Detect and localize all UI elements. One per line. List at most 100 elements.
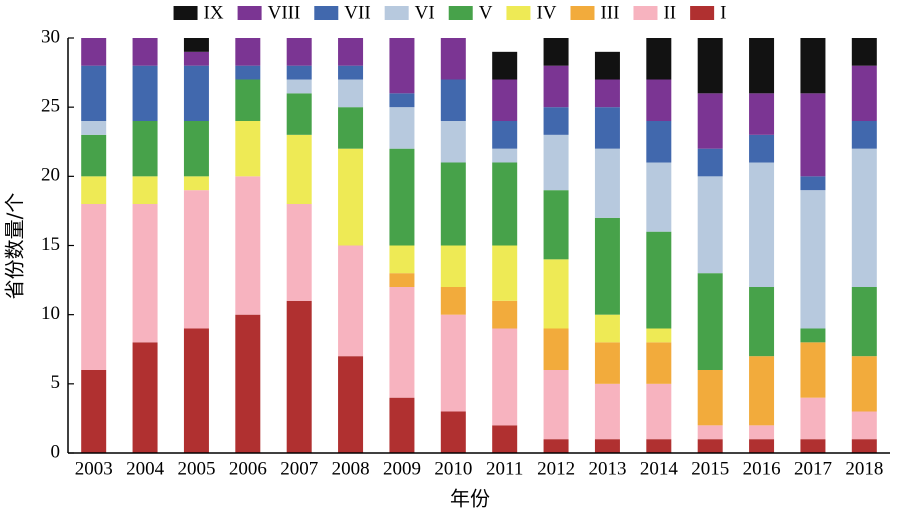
- legend-label-VII: VII: [344, 2, 370, 23]
- legend-swatch-V: [448, 6, 473, 20]
- bar-segment-2004-V: [132, 121, 158, 177]
- bar-segment-2018-VI: [851, 148, 877, 287]
- x-tick-label: 2015: [691, 458, 729, 479]
- bar-segment-2011-VII: [492, 121, 518, 149]
- legend-label-I: I: [720, 2, 726, 23]
- bar-segment-2006-I: [235, 314, 261, 453]
- bar-segment-2004-II: [132, 204, 158, 343]
- bar-segment-2003-V: [81, 134, 107, 177]
- legend-swatch-IV: [506, 6, 531, 20]
- bar-segment-2017-III: [800, 342, 826, 398]
- bar-segment-2009-III: [389, 273, 415, 287]
- bar-segment-2010-III: [440, 287, 466, 315]
- bar-segment-2007-VII: [286, 65, 312, 80]
- y-tick-label: 30: [41, 26, 60, 47]
- y-tick-label: 5: [51, 372, 61, 393]
- bar-segment-2006-II: [235, 176, 261, 315]
- bar-segment-2005-II: [183, 190, 209, 329]
- bar-segment-2012-IX: [543, 38, 569, 66]
- bar-segment-2015-VI: [697, 176, 723, 274]
- bar-segment-2016-II: [749, 425, 775, 440]
- bar-segment-2009-I: [389, 397, 415, 453]
- bar-segment-2016-VII: [749, 134, 775, 163]
- bar-segment-2003-VII: [81, 65, 107, 121]
- y-axis-title: 省份数量/个: [3, 193, 27, 300]
- bar-segment-2013-III: [594, 342, 620, 384]
- y-tick-label: 10: [41, 303, 60, 324]
- bar-segment-2007-V: [286, 93, 312, 135]
- bar-segment-2009-II: [389, 287, 415, 398]
- bar-segment-2018-VIII: [851, 65, 877, 121]
- bar-segment-2006-V: [235, 79, 261, 121]
- legend-label-VIII: VIII: [268, 2, 301, 23]
- legend-swatch-III: [570, 6, 595, 20]
- bar-segment-2016-IX: [749, 38, 775, 94]
- bar-segment-2009-VIII: [389, 38, 415, 94]
- legend-label-IX: IX: [204, 2, 224, 23]
- bar-segment-2004-I: [132, 342, 158, 453]
- bar-segment-2018-IX: [851, 38, 877, 66]
- bar-segment-2010-VI: [440, 121, 466, 163]
- bar-segment-2003-IV: [81, 176, 107, 204]
- bar-segment-2014-VI: [646, 162, 672, 232]
- bar-segment-2007-IV: [286, 134, 312, 204]
- bar-segment-2017-I: [800, 439, 826, 453]
- bar-segment-2011-VI: [492, 148, 518, 163]
- bar-segment-2012-VI: [543, 134, 569, 191]
- bar-segment-2014-VII: [646, 121, 672, 163]
- bar-segment-2013-IV: [594, 314, 620, 343]
- bar-segment-2018-II: [851, 411, 877, 440]
- x-tick-label: 2003: [75, 458, 113, 479]
- bar-segment-2014-VIII: [646, 79, 672, 121]
- legend-label-IV: IV: [536, 2, 556, 23]
- bar-segment-2017-VII: [800, 176, 826, 191]
- x-tick-label: 2008: [332, 458, 370, 479]
- legend-label-V: V: [479, 2, 493, 23]
- bar-segment-2008-II: [338, 245, 364, 357]
- bar-segment-2014-V: [646, 231, 672, 329]
- x-tick-label: 2011: [486, 458, 523, 479]
- bar-segment-2015-V: [697, 273, 723, 370]
- bar-segment-2014-III: [646, 342, 672, 384]
- bar-segment-2007-VIII: [286, 38, 312, 66]
- bar-segment-2012-V: [543, 190, 569, 260]
- bar-segment-2011-II: [492, 328, 518, 426]
- legend-swatch-IX: [173, 6, 198, 20]
- bar-segment-2008-VIII: [338, 38, 364, 66]
- bar-segment-2004-VII: [132, 65, 158, 121]
- x-axis-title: 年份: [450, 487, 490, 511]
- bar-segment-2017-VI: [800, 190, 826, 329]
- bar-segment-2015-III: [697, 370, 723, 426]
- bar-segment-2016-V: [749, 287, 775, 357]
- bar-segment-2010-II: [440, 314, 466, 412]
- bar-segment-2007-I: [286, 300, 312, 453]
- x-tick-label: 2010: [434, 458, 472, 479]
- legend: IX VIII VII VI V IV III II I: [173, 2, 726, 23]
- bar-segment-2016-III: [749, 356, 775, 426]
- bar-segment-2013-II: [594, 383, 620, 440]
- bar-segment-2012-VIII: [543, 65, 569, 108]
- bar-segment-2012-III: [543, 328, 569, 370]
- bar-segment-2013-VIII: [594, 79, 620, 108]
- x-tick-label: 2006: [229, 458, 267, 479]
- y-tick-label: 25: [41, 96, 60, 117]
- x-tick-label: 2009: [383, 458, 421, 479]
- bar-segment-2006-IV: [235, 121, 261, 177]
- bar-segment-2012-IV: [543, 259, 569, 329]
- bar-segment-2008-IV: [338, 148, 364, 246]
- bar-segment-2012-II: [543, 370, 569, 440]
- legend-swatch-VII: [314, 6, 339, 20]
- y-tick-label: 0: [51, 441, 61, 462]
- bar-segment-2013-I: [594, 439, 620, 453]
- bar-segment-2015-IX: [697, 38, 723, 94]
- bar-segment-2003-II: [81, 204, 107, 370]
- bar-segment-2003-VI: [81, 121, 107, 135]
- bar-segment-2013-V: [594, 217, 620, 315]
- x-tick-label: 2004: [126, 458, 165, 479]
- x-tick-label: 2018: [845, 458, 883, 479]
- x-tick-label: 2014: [640, 458, 679, 479]
- axes: 0 5 10 15 20 25 30 2003 2004 2005 2006 2007 2008 2009…: [41, 26, 890, 479]
- bar-segment-2005-VIII: [183, 51, 209, 66]
- bar-segment-2018-III: [851, 356, 877, 412]
